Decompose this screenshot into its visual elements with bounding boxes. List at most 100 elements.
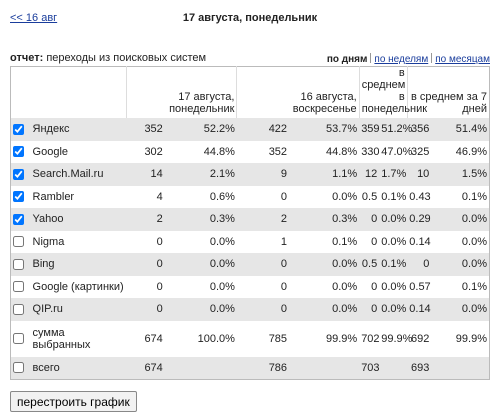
value-cell: 0.14 bbox=[407, 298, 432, 321]
data-row: QIP.ru 0 0.0% 0 0.0% 0 0.0% 0.14 0.0% bbox=[10, 298, 490, 321]
value-cell: 0 bbox=[126, 298, 165, 321]
value-cell: 0.0% bbox=[379, 298, 408, 321]
value-cell: 9 bbox=[236, 163, 290, 186]
value-cell: 302 bbox=[144, 145, 163, 158]
period-link[interactable]: по неделям bbox=[374, 54, 429, 65]
row-checkbox[interactable] bbox=[13, 146, 24, 158]
row-name: Bing bbox=[30, 253, 127, 276]
row-checkbox[interactable] bbox=[13, 333, 24, 345]
value-cell: 0 bbox=[280, 280, 288, 293]
checkbox-cell bbox=[10, 253, 31, 276]
value-cell: 359 bbox=[359, 118, 380, 141]
value-cell bbox=[289, 356, 360, 380]
value-cell: 100.0% bbox=[197, 332, 235, 345]
value-cell: 0 bbox=[359, 208, 380, 231]
value-cell: 99.9% bbox=[325, 332, 358, 345]
value-cell: 46.9% bbox=[455, 145, 487, 158]
value-cell: 692 bbox=[410, 332, 430, 345]
row-name: Nigma bbox=[32, 235, 65, 248]
value-cell: 0.0% bbox=[164, 298, 237, 321]
row-name: Google bbox=[32, 145, 69, 158]
rebuild-button[interactable]: перестроить график bbox=[10, 391, 137, 412]
row-name: QIP.ru bbox=[30, 298, 127, 321]
value-cell: 0.14 bbox=[409, 235, 431, 248]
prev-day-link[interactable]: << 16 авг bbox=[10, 12, 58, 24]
value-cell: 674 bbox=[126, 356, 165, 380]
row-checkbox[interactable] bbox=[13, 168, 24, 180]
value-cell: 0.0% bbox=[381, 235, 407, 248]
row-name: Rambler bbox=[32, 190, 75, 203]
value-cell: 99.9% bbox=[381, 332, 413, 345]
value-cell: 0.1% bbox=[332, 235, 358, 248]
row-checkbox[interactable] bbox=[13, 213, 24, 225]
row-checkbox[interactable] bbox=[13, 303, 24, 315]
value-cell: 0.0% bbox=[381, 280, 407, 293]
value-cell: 0 bbox=[359, 298, 380, 321]
value-cell: 2.1% bbox=[164, 163, 237, 186]
value-cell: 0 bbox=[371, 235, 378, 248]
data-row: Rambler 4 0.6% 0 0.0% 0.5 0.1% 0.43 0.1% bbox=[11, 186, 490, 209]
value-cell: 2 bbox=[126, 208, 165, 231]
value-cell: 703 bbox=[359, 356, 380, 380]
value-cell: 52.2% bbox=[164, 118, 237, 141]
value-cell: 1.1% bbox=[289, 163, 360, 186]
value-cell: 0.3% bbox=[289, 208, 360, 231]
data-row: Bing 0 0.0% 0 0.0% 0.5 0.1% 0 0.0% bbox=[10, 253, 490, 276]
report-line: отчет: переходы из поисковых систем bbox=[10, 52, 206, 64]
value-cell: 0.3% bbox=[164, 208, 237, 231]
stats-table: 17 августа, понедельник 16 августа, воскр… bbox=[10, 66, 490, 380]
header-cell bbox=[11, 67, 31, 119]
value-cell: 12 bbox=[359, 163, 380, 186]
data-row: Google 302 44.8% 352 44.8% 330 47.0% 325 46.9% bbox=[11, 141, 490, 164]
report-label: отчет: bbox=[10, 52, 44, 64]
data-row: Search.Mail.ru 14 2.1% 9 1.1% 12 1.7% 10 1.5% bbox=[10, 163, 490, 186]
value-cell: 325 bbox=[410, 145, 430, 158]
period-link[interactable]: по месяцам bbox=[435, 54, 490, 65]
row-name: Yahoo bbox=[30, 208, 127, 231]
column-header: 17 августа, понедельник bbox=[126, 66, 237, 118]
row-checkbox[interactable] bbox=[13, 123, 24, 135]
value-cell: 352 bbox=[126, 118, 165, 141]
column-header: в среднем в понедельник bbox=[358, 66, 427, 118]
checkbox-cell bbox=[11, 276, 31, 299]
data-row: Yahoo 2 0.3% 2 0.3% 0 0.0% 0.29 0.0% bbox=[10, 208, 490, 231]
row-name: Яндекс bbox=[30, 118, 127, 141]
value-cell: 0 bbox=[236, 253, 290, 276]
value-cell: 785 bbox=[268, 332, 288, 345]
separator bbox=[370, 53, 372, 63]
value-cell: 0.5 bbox=[359, 253, 380, 276]
data-row: Google (картинки) 0 0.0% 0 0.0% 0 0.0% 0.57 0.1% bbox=[11, 276, 490, 299]
period-link[interactable]: по дням bbox=[326, 54, 368, 65]
value-cell: 0.29 bbox=[407, 208, 432, 231]
value-cell bbox=[431, 356, 490, 380]
row-name: всего bbox=[30, 356, 127, 380]
row-checkbox[interactable] bbox=[13, 191, 24, 203]
value-cell: 786 bbox=[236, 356, 290, 380]
value-cell: 0.0% bbox=[431, 298, 490, 321]
value-cell: 0.0% bbox=[164, 253, 237, 276]
value-cell: 44.8% bbox=[203, 145, 235, 158]
value-cell: 51.4% bbox=[431, 118, 490, 141]
column-header: в среднем за 7 дней bbox=[406, 66, 490, 118]
value-cell: 0.5 bbox=[361, 190, 378, 203]
checkbox-cell bbox=[11, 321, 31, 357]
row-checkbox[interactable] bbox=[13, 258, 24, 270]
value-cell: 10 bbox=[407, 163, 432, 186]
checkbox-cell bbox=[10, 298, 31, 321]
value-cell: 51.2% bbox=[379, 118, 412, 141]
value-cell: 53.7% bbox=[289, 118, 360, 141]
row-checkbox[interactable] bbox=[13, 281, 24, 293]
value-cell: 0.0% bbox=[289, 298, 360, 321]
separator bbox=[431, 53, 433, 63]
checkbox-cell bbox=[10, 163, 31, 186]
value-cell: 693 bbox=[407, 356, 432, 380]
value-cell: 0.0% bbox=[431, 208, 490, 231]
row-checkbox[interactable] bbox=[13, 236, 24, 248]
value-cell: 2 bbox=[236, 208, 290, 231]
value-cell: 99.9% bbox=[455, 332, 487, 345]
value-cell: 47.0% bbox=[381, 145, 413, 158]
row-checkbox[interactable] bbox=[13, 362, 24, 374]
column-header: 16 августа, воскресенье bbox=[236, 66, 360, 118]
value-cell: 0.1% bbox=[461, 190, 487, 203]
value-cell: 0 bbox=[371, 280, 378, 293]
